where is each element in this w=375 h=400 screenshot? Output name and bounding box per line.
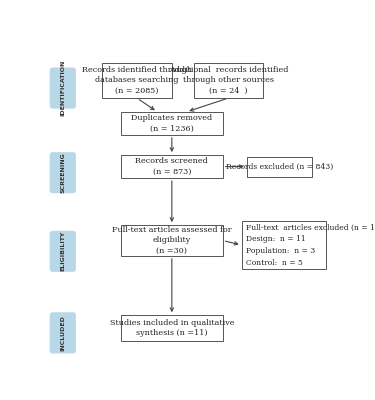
Text: Full-text  articles excluded (n = 19)
Design:  n = 11
Population:  n = 3
Control: Full-text articles excluded (n = 19) Des… bbox=[246, 224, 375, 266]
FancyBboxPatch shape bbox=[194, 63, 263, 98]
FancyBboxPatch shape bbox=[50, 231, 76, 272]
Text: Records screened
(n = 873): Records screened (n = 873) bbox=[135, 157, 208, 176]
FancyBboxPatch shape bbox=[50, 152, 76, 193]
FancyBboxPatch shape bbox=[121, 112, 223, 135]
Text: Studies included in qualitative
synthesis (n =11): Studies included in qualitative synthesi… bbox=[110, 319, 234, 338]
FancyBboxPatch shape bbox=[121, 315, 223, 341]
FancyBboxPatch shape bbox=[50, 313, 76, 353]
Text: INCLUDED: INCLUDED bbox=[60, 315, 65, 351]
Text: SCREENING: SCREENING bbox=[60, 152, 65, 193]
FancyBboxPatch shape bbox=[50, 68, 76, 108]
Text: Additional  records identified
through other sources
(n = 24  ): Additional records identified through ot… bbox=[169, 66, 288, 95]
Text: Records identified through
databases searching
(n = 2085): Records identified through databases sea… bbox=[82, 66, 192, 95]
Text: IDENTIFICATION: IDENTIFICATION bbox=[60, 60, 65, 116]
Text: ELIGIBILITY: ELIGIBILITY bbox=[60, 231, 65, 272]
FancyBboxPatch shape bbox=[121, 155, 223, 178]
FancyBboxPatch shape bbox=[247, 156, 312, 176]
Text: Full-text articles assessed for
eligibility
(n =30): Full-text articles assessed for eligibil… bbox=[112, 226, 232, 255]
FancyBboxPatch shape bbox=[242, 221, 326, 269]
FancyBboxPatch shape bbox=[102, 63, 172, 98]
FancyBboxPatch shape bbox=[121, 225, 223, 256]
Text: Duplicates removed
(n = 1236): Duplicates removed (n = 1236) bbox=[131, 114, 212, 133]
Text: Records excluded (n = 843): Records excluded (n = 843) bbox=[226, 162, 333, 170]
